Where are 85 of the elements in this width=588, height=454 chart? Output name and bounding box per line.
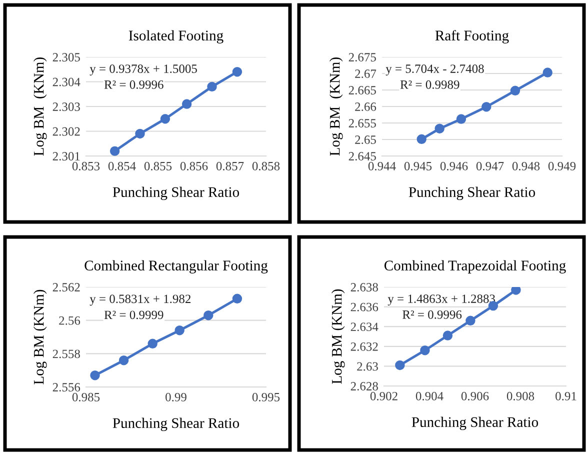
y-tick-label: 2.67	[355, 70, 376, 78]
chart-title: Combined Trapezoidal Footing	[384, 260, 566, 274]
x-tick-label: 0.946	[440, 162, 468, 170]
chart-title: Combined Rectangular Footing	[84, 260, 268, 274]
y-tick-label: 2.56	[59, 316, 80, 325]
y-tick-label: 2.665	[348, 86, 376, 95]
y-tick-label: 2.305	[52, 53, 80, 62]
y-tick-label: 2.558	[52, 350, 80, 358]
x-tick-label: 0.906	[461, 392, 489, 400]
y-tick-label: 2.655	[348, 119, 376, 128]
annotation: R² = 0.9996	[402, 310, 462, 319]
y-tick-label: 2.638	[350, 283, 378, 292]
point	[442, 330, 453, 340]
y-tick-label: 2.632	[350, 342, 378, 351]
y-tick-label: 2.636	[350, 302, 378, 312]
point	[542, 68, 552, 78]
y-tick-label: 2.556	[52, 383, 80, 392]
x-tick-label: 0.853	[72, 162, 100, 170]
y-axis-title: Log BM (KNm)	[330, 58, 343, 156]
annotation: y = 0.9378x + 1.5005	[90, 64, 197, 76]
point	[90, 370, 100, 380]
point	[466, 316, 476, 326]
y-tick-label: 2.301	[52, 152, 80, 161]
x-tick-label: 0.908	[506, 392, 534, 400]
annotation: R² = 0.9996	[104, 80, 164, 89]
point	[182, 99, 192, 109]
y-tick-label: 2.66	[355, 102, 376, 112]
y-tick-label: 2.63	[357, 362, 378, 371]
point	[511, 287, 521, 295]
x-tick-label: 0.949	[548, 162, 576, 170]
x-tick-label: 0.945	[404, 162, 432, 170]
x-tick-label: 0.856	[180, 162, 208, 170]
x-tick-label: 0.902	[370, 392, 398, 400]
annotation: R² = 0.9999	[104, 310, 164, 320]
x-axis-title: Punching Shear Ratio	[408, 186, 536, 200]
x-tick-label: 0.855	[144, 162, 172, 170]
x-tick-label: 0.995	[252, 392, 280, 402]
x-tick-label: 0.948	[512, 162, 540, 170]
x-tick-label: 0.91	[556, 392, 576, 400]
x-tick-label: 0.858	[252, 162, 280, 170]
y-tick-label: 2.628	[350, 382, 378, 391]
x-tick-label: 0.904	[416, 392, 444, 400]
x-tick-label: 0.857	[216, 162, 244, 170]
point	[420, 346, 430, 356]
y-tick-label: 2.645	[348, 152, 376, 161]
point	[118, 355, 129, 366]
x-axis-title: Punching Shear Ratio	[112, 186, 240, 200]
annotation: y = 5.704x - 2.7408	[386, 64, 484, 76]
annotation: R² = 0.9989	[400, 80, 460, 89]
point	[174, 325, 184, 336]
point	[482, 102, 492, 112]
annotation: y = 1.4863x + 1.2883	[388, 294, 495, 306]
y-tick-label: 2.634	[350, 322, 378, 332]
y-tick-label: 2.65	[355, 136, 376, 144]
point	[110, 146, 120, 156]
y-axis-title: Log BM (KNm)	[34, 290, 47, 384]
x-axis-title: Punching Shear Ratio	[412, 416, 538, 430]
chart-title: Isolated Footing	[128, 30, 224, 44]
y-tick-label: 2.304	[52, 78, 80, 86]
y-axis-title: Log BM (KNm)	[34, 58, 47, 156]
point	[456, 114, 466, 124]
x-tick-label: 0.99	[166, 392, 186, 402]
chart-title: Raft Footing	[435, 30, 509, 44]
point	[510, 86, 520, 96]
y-tick-label: 2.675	[348, 53, 376, 62]
point	[232, 294, 242, 304]
point	[135, 128, 145, 139]
y-tick-label: 2.562	[52, 283, 80, 292]
x-tick-label: 0.944	[368, 162, 396, 170]
point	[416, 134, 426, 144]
y-tick-label: 2.303	[52, 102, 80, 112]
point	[434, 124, 444, 134]
point	[160, 114, 170, 124]
x-axis-title: Punching Shear Ratio	[112, 418, 240, 432]
point	[148, 338, 158, 349]
point	[204, 310, 214, 320]
point	[395, 360, 405, 370]
point	[232, 66, 242, 77]
annotation: y = 0.5831x + 1.982	[90, 294, 191, 306]
x-tick-label: 0.947	[476, 162, 504, 170]
point	[207, 82, 217, 92]
x-tick-label: 0.854	[108, 162, 136, 170]
x-tick-label: 0.985	[72, 392, 100, 402]
y-axis-title: Log BM (KNm)	[332, 289, 345, 384]
y-tick-label: 2.302	[52, 127, 80, 136]
